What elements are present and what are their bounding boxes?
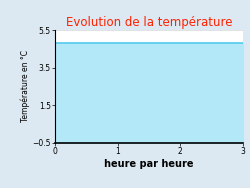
- Y-axis label: Température en °C: Température en °C: [20, 51, 30, 122]
- X-axis label: heure par heure: heure par heure: [104, 159, 194, 169]
- Title: Evolution de la température: Evolution de la température: [66, 16, 232, 29]
